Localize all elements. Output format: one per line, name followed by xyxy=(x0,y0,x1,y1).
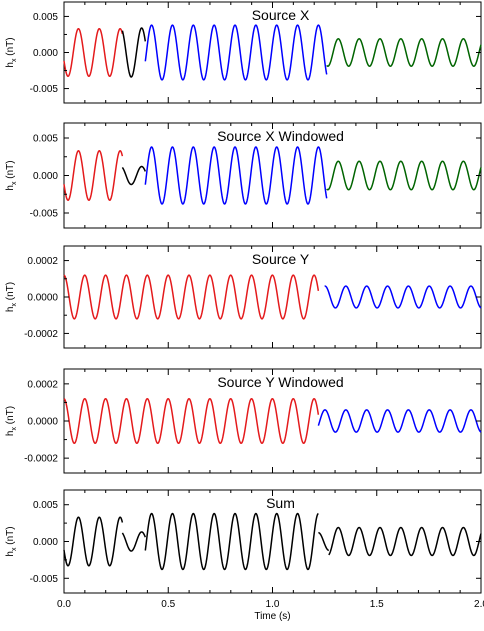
y-tick-label: -0.0002 xyxy=(24,454,58,465)
y-tick-label: -0.0002 xyxy=(24,329,58,340)
panel-title: Source Y xyxy=(252,251,310,267)
series-line-4 xyxy=(326,38,482,67)
x-tick-label: 2.0 xyxy=(474,599,484,610)
series-line-5 xyxy=(328,526,482,557)
y-tick-label: 0.000 xyxy=(33,171,58,182)
panel-3: -0.0002 0.0000 0.0002 Source Y hx (nT) xyxy=(5,245,482,349)
y-tick-label: 0.0002 xyxy=(27,256,58,267)
series-line-1 xyxy=(63,516,124,567)
x-tick-label: 0.0 xyxy=(57,599,71,610)
y-tick-label: 0.000 xyxy=(33,537,58,548)
y-tick-label: 0.005 xyxy=(33,12,58,23)
y-tick-label: 0.005 xyxy=(33,500,58,511)
series-line-2 xyxy=(121,165,147,186)
y-tick-label: 0.000 xyxy=(33,48,58,59)
y-tick-label: -0.005 xyxy=(30,209,59,220)
y-tick-label: 0.0002 xyxy=(27,379,58,390)
panel-title: Source Y Windowed xyxy=(217,374,343,390)
panel-1: -0.005 0.000 0.005 Source X hx (nT) xyxy=(5,1,482,104)
x-axis-label: Time (s) xyxy=(254,611,290,622)
series-line-4 xyxy=(326,160,482,191)
x-tick-label: 1.5 xyxy=(370,599,384,610)
series-line-1 xyxy=(63,397,320,445)
panel-4: -0.0002 0.0000 0.0002 Source Y Windowed hx (… xyxy=(5,368,482,474)
series-line-1 xyxy=(63,274,320,320)
panel-title: Source X xyxy=(252,7,310,23)
y-axis-label: hx (nT) xyxy=(5,37,18,67)
panel-5: -0.005 0.000 0.005 0.0 0.5 1.0 1.5 2.0 Time (s) S… xyxy=(5,489,484,622)
x-tick-label: 0.5 xyxy=(161,599,175,610)
series-line-2 xyxy=(324,285,482,309)
y-tick-label: -0.005 xyxy=(30,84,59,95)
series-line-3 xyxy=(144,512,319,571)
series-line-2 xyxy=(121,27,147,78)
series-line-2 xyxy=(317,409,482,433)
x-tick-label: 1.0 xyxy=(266,599,280,610)
series-line-4 xyxy=(317,531,330,552)
panel-title: Sum xyxy=(266,495,295,511)
panel-title: Source X Windowed xyxy=(217,128,344,144)
y-axis-label: hx (nT) xyxy=(5,406,18,436)
y-tick-label: 0.005 xyxy=(33,134,58,145)
series-line-3 xyxy=(144,24,328,81)
y-tick-label: 0.0000 xyxy=(27,417,58,428)
y-axis-label: hx (nT) xyxy=(5,282,18,312)
series-line-1 xyxy=(63,150,124,201)
panel-2: -0.005 0.000 0.005 Source X Windowed hx (nT) xyxy=(5,122,482,229)
y-tick-label: 0.0000 xyxy=(27,293,58,304)
y-axis-label: hx (nT) xyxy=(5,526,18,556)
series-line-1 xyxy=(63,27,124,78)
series-line-2 xyxy=(121,531,147,552)
y-tick-label: -0.005 xyxy=(30,574,59,585)
y-axis-label: hx (nT) xyxy=(5,160,18,190)
series-line-3 xyxy=(144,146,328,205)
